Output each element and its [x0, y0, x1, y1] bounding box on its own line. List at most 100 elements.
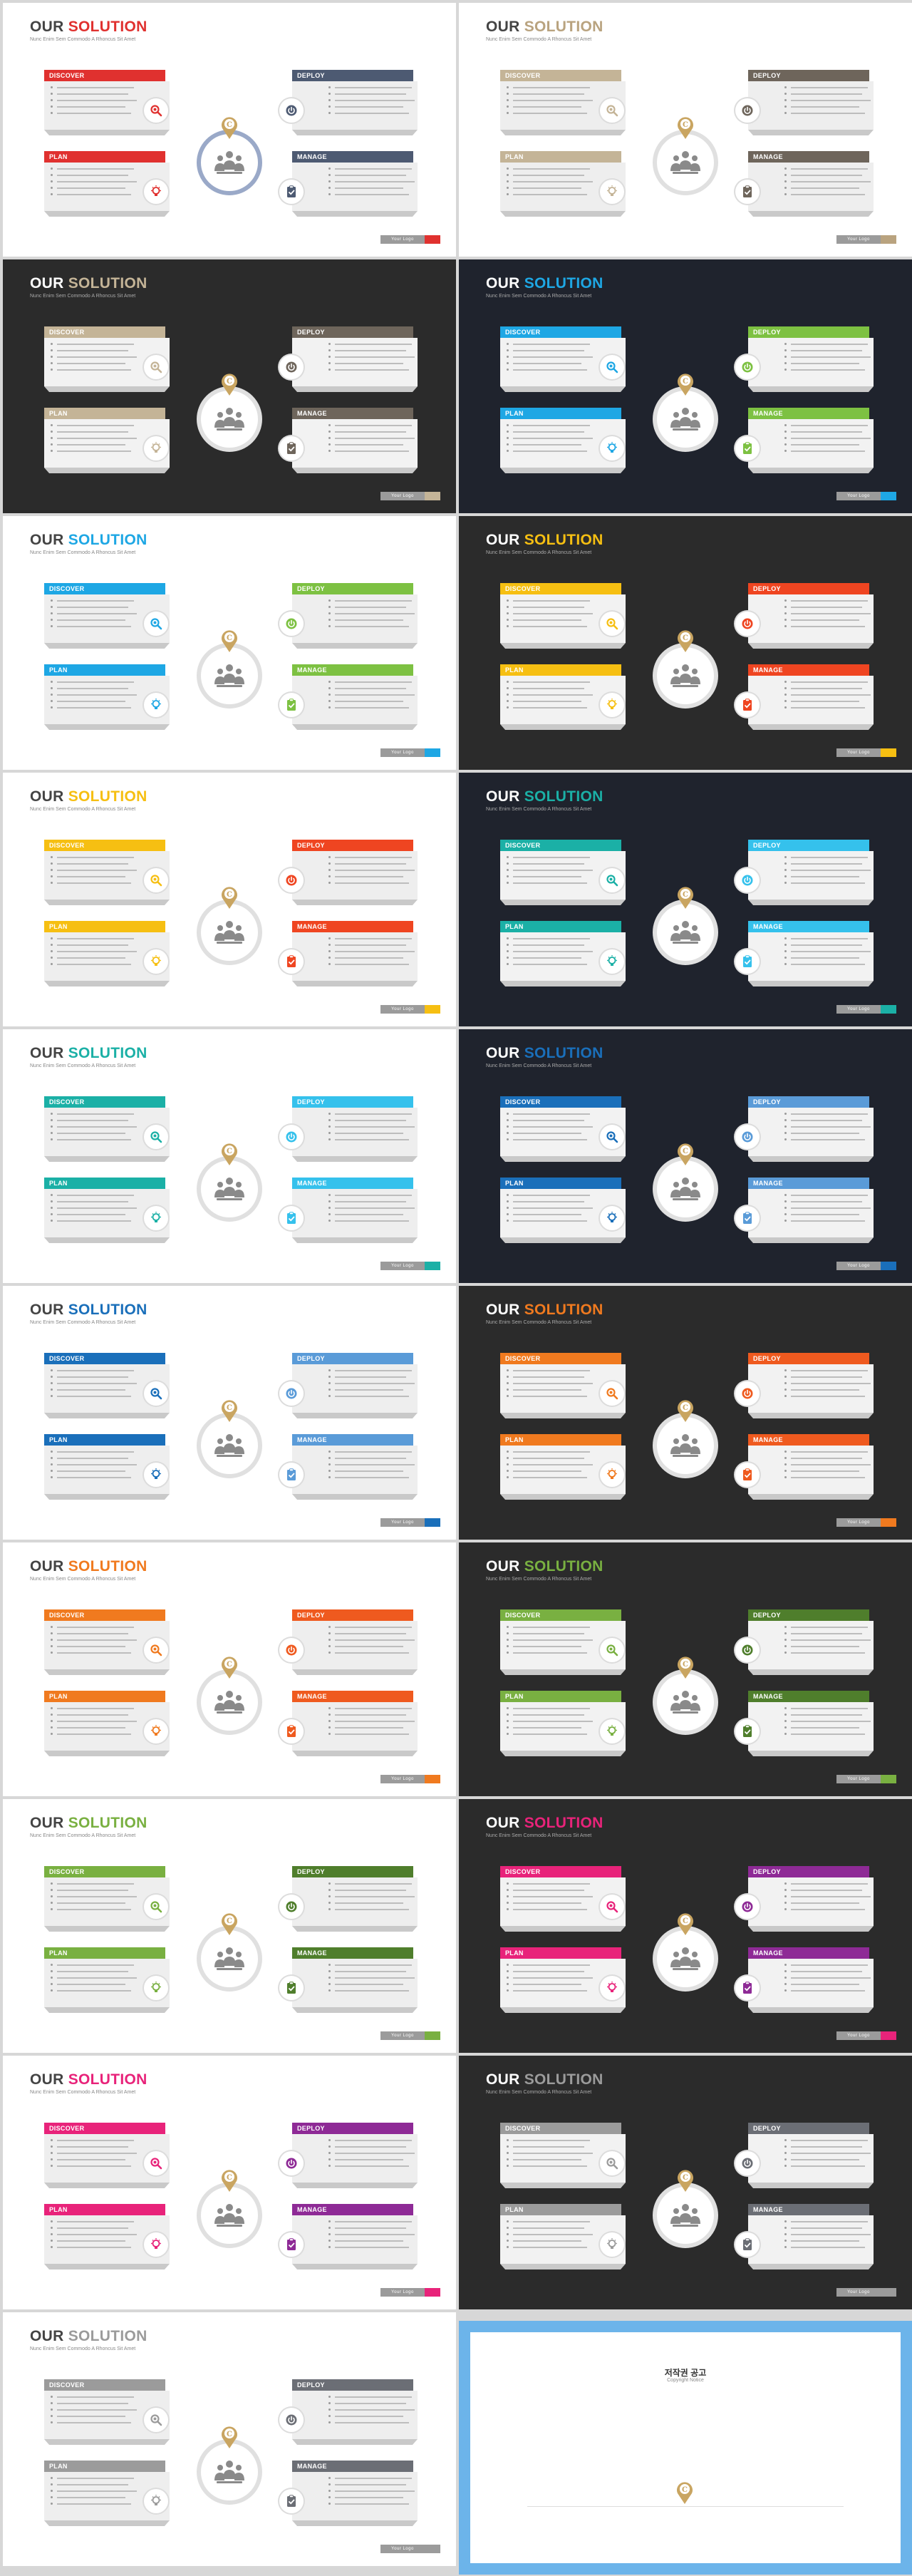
- text-placeholder-line: [513, 1201, 584, 1202]
- solution-slide: OUR SOLUTION Nunc Enim Sem Commodo A Rho…: [459, 516, 912, 770]
- text-placeholder-line: [335, 2221, 412, 2222]
- slide-title-accent: SOLUTION: [524, 788, 603, 805]
- slide-title-word: OUR: [486, 788, 520, 805]
- card-discover-fold: [44, 130, 170, 135]
- card-deploy-paper: [292, 1621, 418, 1669]
- text-placeholder-line: [57, 187, 125, 189]
- power-icon: [279, 2408, 304, 2432]
- text-placeholder-line: [335, 1464, 415, 1465]
- text-placeholder-line: [335, 1396, 409, 1397]
- clipboard-check-icon: [735, 436, 760, 460]
- text-placeholder-line: [513, 1714, 584, 1716]
- card-deploy-lines: [328, 1627, 415, 1659]
- card-deploy: DEPLOY: [748, 1353, 874, 1418]
- center-team-badge: C: [653, 1143, 718, 1222]
- card-discover-lines: [50, 600, 137, 632]
- slide-title: OUR SOLUTION: [30, 788, 147, 805]
- text-placeholder-line: [335, 1902, 403, 1904]
- text-placeholder-line: [335, 431, 406, 433]
- slide-footer: Your Logo: [836, 2288, 896, 2297]
- center-team-badge: C: [653, 1913, 718, 1992]
- text-placeholder-line: [791, 1370, 868, 1371]
- clipboard-check-icon: [735, 180, 760, 204]
- slide-title-accent: SOLUTION: [68, 1558, 147, 1575]
- text-placeholder-line: [335, 194, 409, 195]
- card-manage: MANAGE: [292, 2204, 418, 2270]
- slide-header: OUR SOLUTION Nunc Enim Sem Commodo A Rho…: [30, 1815, 147, 1838]
- text-placeholder-line: [57, 1652, 131, 1654]
- card-plan-fold: [44, 2520, 170, 2526]
- text-placeholder-line: [513, 1396, 587, 1397]
- slide-subtitle: Nunc Enim Sem Commodo A Rhoncus Sit Amet: [486, 37, 592, 42]
- card-plan-fold: [44, 1237, 170, 1243]
- card-discover-header: DISCOVER: [44, 2379, 165, 2391]
- text-placeholder-line: [513, 1470, 581, 1472]
- card-deploy-fold: [748, 130, 874, 135]
- slide-title-word: OUR: [30, 1558, 64, 1575]
- card-manage: MANAGE: [748, 1434, 874, 1500]
- text-placeholder-line: [335, 1990, 409, 1992]
- slide-title: OUR SOLUTION: [30, 2071, 147, 2088]
- slide-header: OUR SOLUTION Nunc Enim Sem Commodo A Rho…: [30, 2071, 147, 2095]
- text-placeholder-line: [335, 344, 412, 345]
- text-placeholder-line: [57, 1646, 125, 1647]
- card-manage-lines: [328, 1195, 415, 1227]
- card-manage: MANAGE: [748, 664, 874, 730]
- footer-accent-block: [881, 2031, 896, 2040]
- card-discover-fold: [500, 1669, 626, 1675]
- slide-header: OUR SOLUTION Nunc Enim Sem Commodo A Rho…: [486, 532, 603, 555]
- card-plan-lines: [50, 681, 137, 713]
- slide-title: OUR SOLUTION: [486, 1558, 603, 1575]
- slide-footer: Your Logo: [380, 748, 440, 757]
- slide-title-word: OUR: [30, 19, 64, 35]
- footer-logo-text: Your Logo: [380, 235, 425, 244]
- text-placeholder-line: [791, 964, 865, 965]
- slide-header: OUR SOLUTION Nunc Enim Sem Commodo A Rho…: [30, 532, 147, 555]
- center-team-badge: C: [653, 1657, 718, 1735]
- card-manage-header: MANAGE: [748, 1947, 869, 1959]
- card-plan-lines: [506, 168, 593, 200]
- card-plan-lines: [506, 1964, 593, 1997]
- card-deploy-fold: [292, 130, 418, 135]
- slide-subtitle: Nunc Enim Sem Commodo A Rhoncus Sit Amet: [30, 550, 136, 555]
- text-placeholder-line: [513, 1627, 590, 1628]
- text-placeholder-line: [513, 1195, 590, 1196]
- card-plan-header: PLAN: [44, 1178, 165, 1189]
- solution-slide: OUR SOLUTION Nunc Enim Sem Commodo A Rho…: [3, 1286, 456, 1540]
- center-team-badge: C: [653, 373, 718, 452]
- card-deploy-fold: [292, 1413, 418, 1418]
- text-placeholder-line: [335, 1883, 412, 1885]
- card-manage: MANAGE: [292, 921, 418, 986]
- power-icon: [279, 98, 304, 123]
- text-placeholder-line: [513, 168, 590, 170]
- text-placeholder-line: [57, 2146, 128, 2148]
- card-discover-header: DISCOVER: [44, 2123, 165, 2134]
- card-manage-lines: [784, 1964, 871, 1997]
- text-placeholder-line: [335, 1458, 406, 1459]
- text-placeholder-line: [335, 363, 403, 364]
- text-placeholder-line: [335, 626, 409, 627]
- svg-text:C: C: [227, 2431, 232, 2438]
- card-deploy-header: DEPLOY: [292, 1096, 413, 1108]
- card-deploy-lines: [328, 1883, 415, 1915]
- text-placeholder-line: [791, 1721, 871, 1722]
- card-manage-paper: [292, 163, 418, 211]
- power-icon: [279, 868, 304, 892]
- text-placeholder-line: [791, 944, 862, 946]
- card-discover: DISCOVER: [500, 1353, 626, 1418]
- card-deploy: DEPLOY: [292, 583, 418, 649]
- text-placeholder-line: [791, 1727, 859, 1729]
- text-placeholder-line: [513, 863, 584, 865]
- card-manage-paper: [748, 1446, 874, 1494]
- card-deploy-header: DEPLOY: [748, 2123, 869, 2134]
- text-placeholder-line: [335, 1214, 403, 1215]
- slide-header: OUR SOLUTION Nunc Enim Sem Commodo A Rho…: [486, 1558, 603, 1582]
- clipboard-check-icon: [279, 1976, 304, 2000]
- text-placeholder-line: [513, 1126, 593, 1128]
- text-placeholder-line: [335, 1126, 415, 1128]
- card-deploy-header: DEPLOY: [748, 1353, 869, 1364]
- text-placeholder-line: [791, 1220, 865, 1222]
- text-placeholder-line: [513, 438, 593, 439]
- text-placeholder-line: [513, 1883, 590, 1885]
- text-placeholder-line: [513, 938, 590, 939]
